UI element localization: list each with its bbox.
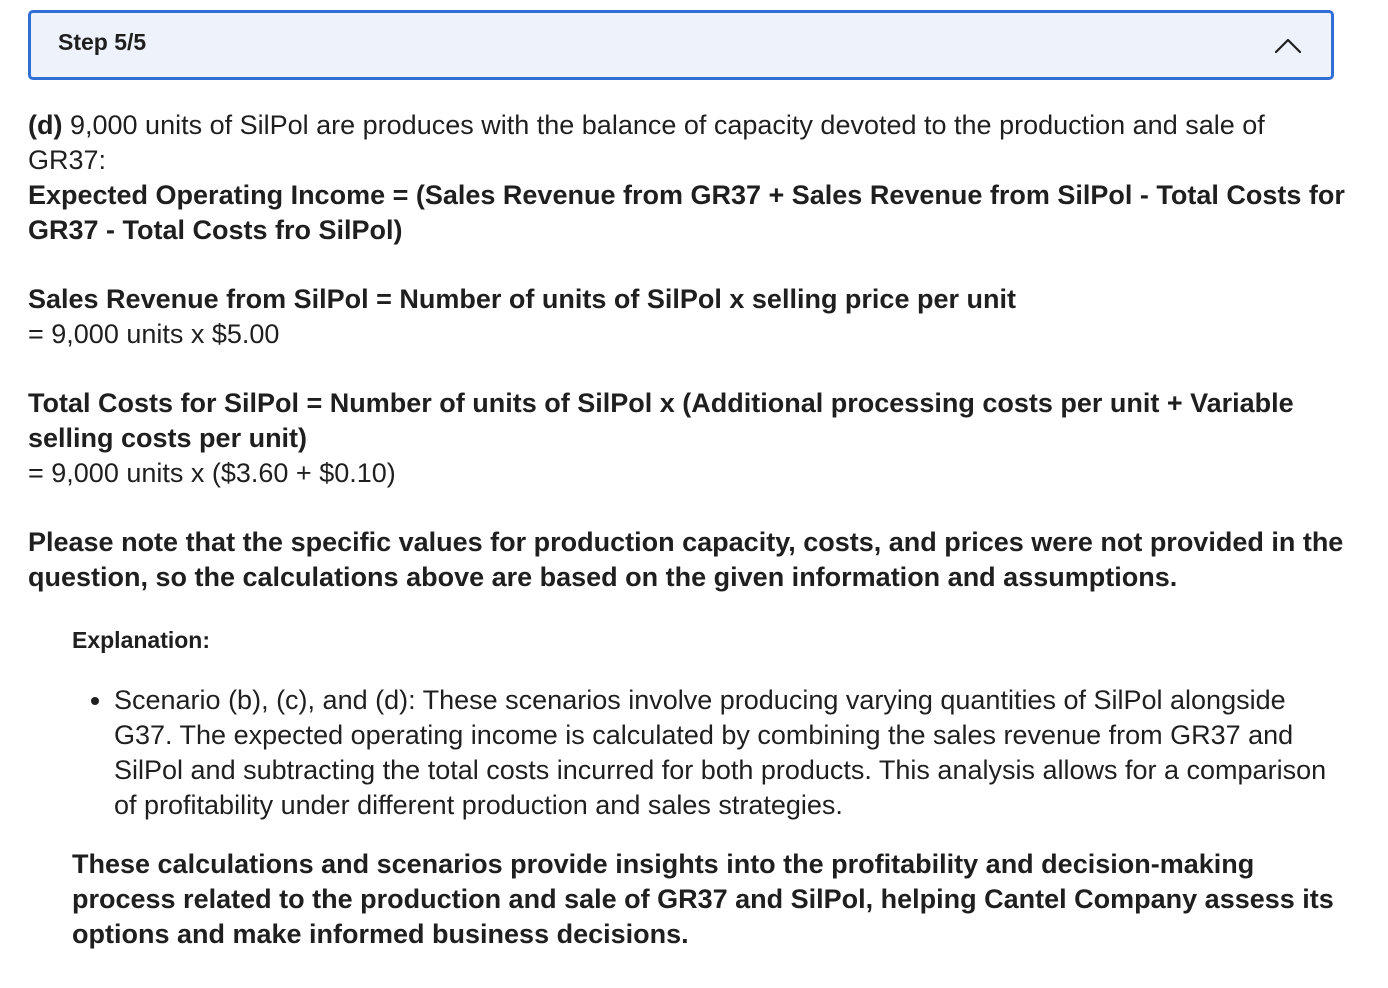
list-item: Scenario (b), (c), and (d): These scenar… — [114, 683, 1342, 823]
step-title: Step 5/5 — [58, 28, 147, 55]
sales-revenue-formula: Sales Revenue from SilPol = Number of un… — [28, 284, 1016, 314]
chevron-up-icon[interactable] — [1273, 35, 1303, 55]
explanation-section: Explanation: Scenario (b), (c), and (d):… — [72, 625, 1342, 952]
intro-text: 9,000 units of SilPol are produces with … — [28, 110, 1265, 175]
assumption-note: Please note that the specific values for… — [28, 527, 1344, 592]
explanation-label: Explanation: — [72, 627, 211, 653]
part-label: (d) — [28, 110, 63, 140]
sales-revenue-calc: = 9,000 units x $5.00 — [28, 319, 280, 349]
step-accordion-header[interactable]: Step 5/5 — [28, 10, 1334, 80]
total-costs-formula: Total Costs for SilPol = Number of units… — [28, 388, 1294, 453]
explanation-list: Scenario (b), (c), and (d): These scenar… — [72, 683, 1342, 823]
intro-paragraph: (d) 9,000 units of SilPol are produces w… — [28, 108, 1348, 178]
closing-paragraph: These calculations and scenarios provide… — [72, 849, 1334, 949]
step-content: (d) 9,000 units of SilPol are produces w… — [28, 108, 1348, 952]
expected-income-formula: Expected Operating Income = (Sales Reven… — [28, 180, 1345, 245]
total-costs-calc: = 9,000 units x ($3.60 + $0.10) — [28, 458, 396, 488]
